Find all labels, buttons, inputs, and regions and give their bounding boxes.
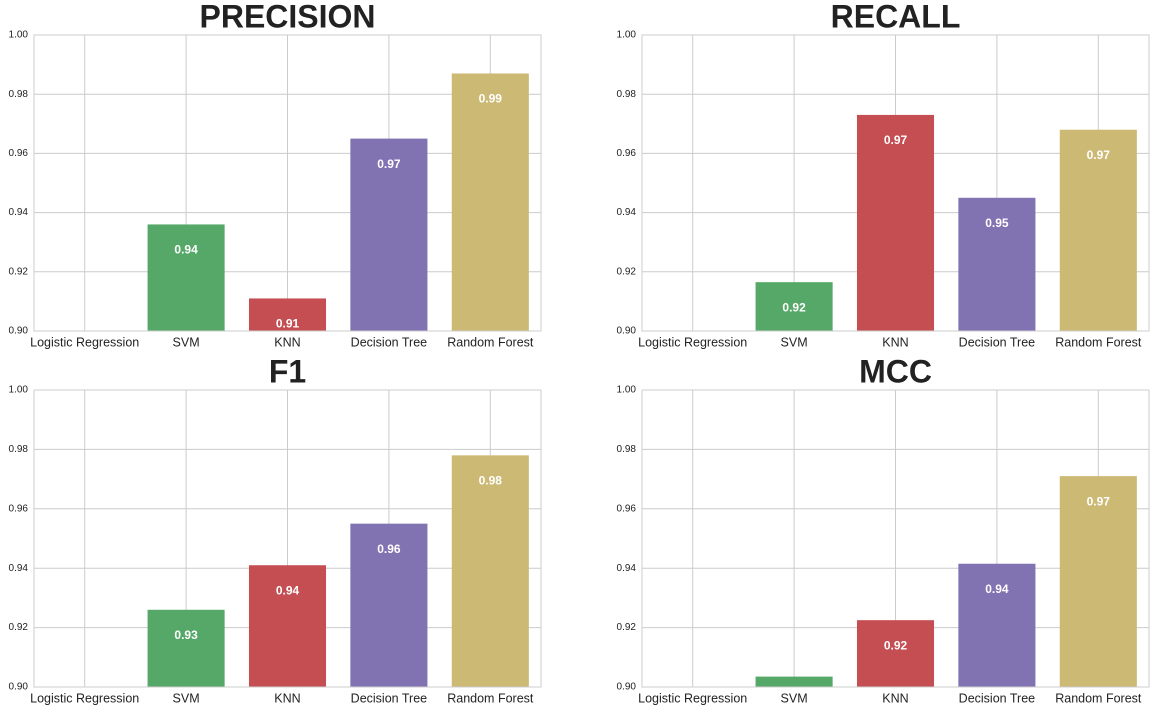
chart-title: RECALL [831,0,961,34]
plot-frame [33,389,542,688]
x-tick-label: Logistic Regression [638,691,747,705]
chart-title: F1 [269,353,306,389]
x-tick-label: Decision Tree [351,691,427,705]
value-label: 0.95 [985,216,1009,230]
y-tick-label: 0.90 [9,326,29,337]
bar [856,114,935,331]
y-tick-label: 0.94 [9,207,29,218]
value-label: 0.94 [174,243,198,257]
y-tick-label: 0.90 [617,682,637,693]
x-tick-label: Logistic Regression [30,335,139,349]
bar [248,565,327,687]
x-tick-label: Random Forest [447,335,534,349]
plot-frame [33,34,542,332]
bar [856,620,935,687]
y-tick-label: 0.92 [9,266,29,277]
value-label: 0.98 [479,474,503,488]
bar [755,282,833,331]
x-tick-label: Random Forest [1055,335,1142,349]
bar [451,73,529,331]
plot-frame [641,389,1150,688]
chart: RECALL 0.90 0.92 0.94 0.96 0.98 1.00 Logistic R… [617,0,1150,349]
y-tick-label: 0.94 [617,563,637,574]
x-tick-label: SVM [781,335,808,349]
value-label: 0.99 [479,92,503,106]
y-tick-label: 0.92 [9,622,29,633]
x-tick-label: SVM [173,335,200,349]
x-tick-label: Decision Tree [959,335,1035,349]
value-label: 0.97 [377,157,401,171]
value-label: 0.92 [782,300,806,314]
value-label: 0.97 [884,133,908,147]
value-label: 0.96 [377,542,401,556]
y-tick-label: 0.98 [9,89,29,100]
chart-title: PRECISION [199,0,375,34]
x-tick-label: Logistic Regression [638,335,747,349]
bar [350,523,428,687]
y-tick-label: 0.98 [9,444,29,455]
y-tick-label: 0.92 [617,266,637,277]
value-label: 0.97 [1087,148,1111,162]
value-label: 0.92 [884,638,908,652]
value-label: 0.94 [276,583,300,597]
bar [1059,129,1137,331]
x-tick-label: KNN [882,691,908,705]
y-tick-label: 0.98 [617,444,637,455]
x-tick-label: KNN [274,335,300,349]
y-tick-label: 0.96 [617,148,637,159]
bar [958,197,1036,331]
value-label: 0.94 [985,582,1009,596]
value-label: 0.93 [174,628,198,642]
bar [755,676,833,687]
y-tick-label: 1.00 [9,385,29,396]
y-tick-label: 0.96 [9,503,29,514]
y-tick-label: 0.98 [617,89,637,100]
bar [1059,476,1137,687]
y-tick-label: 0.96 [9,148,29,159]
x-tick-label: SVM [781,691,808,705]
bar [147,609,225,687]
value-label: 0.97 [1087,494,1111,508]
bar [451,455,529,687]
chart: PRECISION 0.90 0.92 0.94 0.96 0.98 1.00 Logisti… [9,0,542,349]
x-tick-label: Decision Tree [351,335,427,349]
y-tick-label: 0.90 [9,682,29,693]
y-tick-label: 0.96 [617,503,637,514]
bar [248,298,327,331]
x-tick-label: KNN [882,335,908,349]
x-tick-label: Random Forest [1055,691,1142,705]
chart: F1 0.90 0.92 0.94 0.96 0.98 1.00 Logistic Regre… [9,353,542,705]
x-tick-label: Logistic Regression [30,691,139,705]
y-tick-label: 1.00 [9,30,29,41]
bar [350,138,428,331]
x-tick-label: Random Forest [447,691,534,705]
x-tick-label: KNN [274,691,300,705]
y-tick-label: 1.00 [617,30,637,41]
bar [958,563,1036,687]
chart: MCC 0.90 0.92 0.94 0.96 0.98 1.00 Logistic Regr… [617,353,1150,705]
value-label: 0.91 [276,317,300,331]
y-tick-label: 0.92 [617,622,637,633]
y-tick-label: 0.90 [617,326,637,337]
chart-title: MCC [859,353,932,389]
y-tick-label: 0.94 [9,563,29,574]
x-tick-label: Decision Tree [959,691,1035,705]
plot-frame [641,34,1150,332]
y-tick-label: 0.94 [617,207,637,218]
bar [147,224,225,331]
y-tick-label: 1.00 [617,385,637,396]
x-tick-label: SVM [173,691,200,705]
